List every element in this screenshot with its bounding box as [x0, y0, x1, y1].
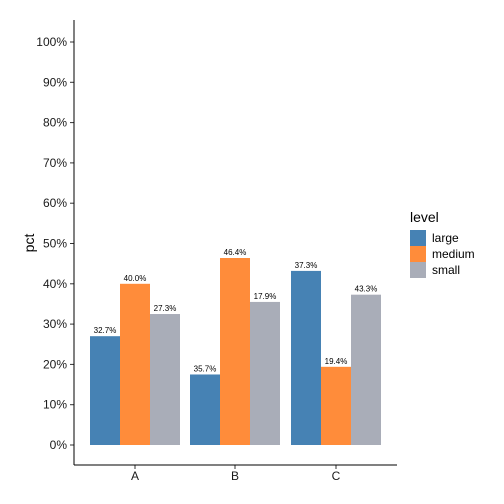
bar-labels: 32.7% 40.0% 27.3% 35.7% 46.4% 17.9% 37.3% 19.4%… [94, 248, 378, 373]
bar-label: 27.3% [154, 304, 177, 313]
bar-label: 37.3% [295, 261, 318, 270]
y-tick-label: 100% [36, 35, 67, 49]
y-tick-label: 70% [43, 156, 67, 170]
legend: level large medium small [410, 209, 475, 278]
bar-medium-C [321, 366, 351, 445]
x-axis-ticks: A B C [131, 465, 341, 483]
bar-large-A [90, 336, 120, 445]
bar-label: 19.4% [325, 357, 348, 366]
y-tick-label: 50% [43, 237, 67, 251]
bar-small-B [250, 301, 280, 445]
y-tick-label: 10% [43, 398, 67, 412]
bars [90, 258, 381, 445]
bar-small-C [351, 294, 381, 445]
bar-label: 17.9% [254, 292, 277, 301]
bar-large-B [190, 374, 220, 445]
y-tick-label: 80% [43, 116, 67, 130]
x-tick-label: A [131, 469, 139, 483]
y-tick-label: 0% [50, 438, 68, 452]
y-tick-label: 40% [43, 277, 67, 291]
y-axis-ticks: 0% 10% 20% 30% 40% 50% 60% 70% 80% 90% 100% [36, 35, 74, 452]
bar-small-A [150, 314, 180, 445]
legend-label: large [432, 231, 459, 245]
bar-large-C [291, 270, 321, 445]
legend-label: small [432, 263, 460, 277]
x-tick-label: C [332, 469, 341, 483]
y-tick-label: 30% [43, 317, 67, 331]
bar-label: 35.7% [194, 364, 217, 373]
bar-label: 32.7% [94, 326, 117, 335]
y-axis-title: pct [21, 234, 37, 253]
legend-swatch-large [410, 230, 426, 246]
bar-label: 40.0% [124, 274, 147, 283]
legend-swatch-medium [410, 246, 426, 262]
legend-swatch-small [410, 262, 426, 278]
bar-label: 43.3% [355, 285, 378, 294]
legend-title: level [410, 209, 439, 225]
bar-medium-A [120, 283, 150, 445]
x-tick-label: B [231, 469, 239, 483]
bar-medium-B [220, 258, 250, 445]
y-tick-label: 20% [43, 357, 67, 371]
bar-label: 46.4% [224, 248, 247, 257]
legend-label: medium [432, 247, 475, 261]
y-tick-label: 90% [43, 75, 67, 89]
y-tick-label: 60% [43, 196, 67, 210]
